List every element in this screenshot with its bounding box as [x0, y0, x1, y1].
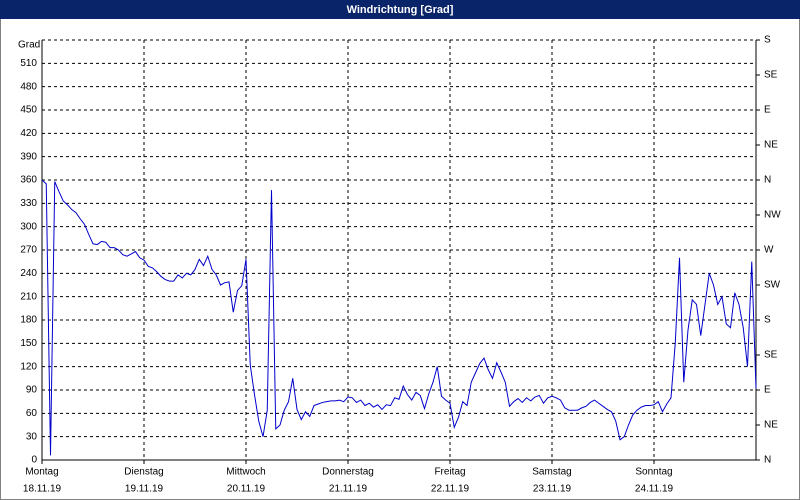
y2-tick-label: SE [764, 350, 778, 361]
x-tick-label: Freitag [434, 467, 465, 478]
y-tick-label: 60 [26, 408, 38, 419]
y-tick-label: 120 [20, 361, 37, 372]
y2-tick-label: SE [764, 70, 778, 81]
y2-tick-label: S [764, 315, 771, 326]
y-tick-label: 330 [20, 198, 37, 209]
x-tick-date: 22.11.19 [431, 484, 470, 495]
x-tick-label: Donnerstag [322, 467, 374, 478]
y2-tick-label: S [764, 35, 771, 46]
x-tick-label: Dienstag [124, 467, 163, 478]
y-tick-label: 90 [26, 385, 38, 396]
y-tick-label: 180 [20, 315, 37, 326]
data-line [41, 179, 757, 456]
x-tick-date: 21.11.19 [329, 484, 368, 495]
y-tick-label: 420 [20, 128, 37, 139]
y-tick-label: 390 [20, 151, 37, 162]
y2-tick-label: N [764, 175, 771, 186]
x-tick-label: Samstag [532, 467, 571, 478]
y-tick-label: 300 [20, 221, 37, 232]
x-tick-date: 19.11.19 [125, 484, 164, 495]
chart-title: Windrichtung [Grad] [347, 4, 454, 16]
y2-tick-label: SW [764, 280, 781, 291]
x-tick-date: 24.11.19 [635, 484, 674, 495]
y-tick-label: 360 [20, 175, 37, 186]
y-tick-label: 150 [20, 338, 37, 349]
y2-tick-label: N [764, 455, 771, 466]
y2-tick-label: NE [764, 140, 778, 151]
y2-tick-label: NE [764, 420, 778, 431]
y-tick-label: 270 [20, 245, 37, 256]
x-tick-date: 18.11.19 [23, 484, 62, 495]
y-tick-label: 210 [20, 291, 37, 302]
y-axis-label: Grad [18, 40, 40, 51]
x-tick-label: Mittwoch [226, 467, 265, 478]
y-tick-label: 240 [20, 268, 37, 279]
y2-tick-label: W [764, 245, 774, 256]
y-tick-label: 30 [26, 431, 38, 442]
x-tick-label: Montag [25, 467, 58, 478]
y2-tick-label: NW [764, 210, 781, 221]
y2-tick-label: E [764, 385, 771, 396]
y-tick-label: 510 [20, 58, 37, 69]
x-tick-label: Sonntag [635, 467, 672, 478]
x-tick-date: 20.11.19 [227, 484, 266, 495]
title-bar [0, 0, 800, 19]
y-tick-label: 480 [20, 81, 37, 92]
x-tick-date: 23.11.19 [533, 484, 572, 495]
y-tick-label: 0 [31, 455, 37, 466]
y2-tick-label: E [764, 105, 771, 116]
y-tick-label: 450 [20, 105, 37, 116]
